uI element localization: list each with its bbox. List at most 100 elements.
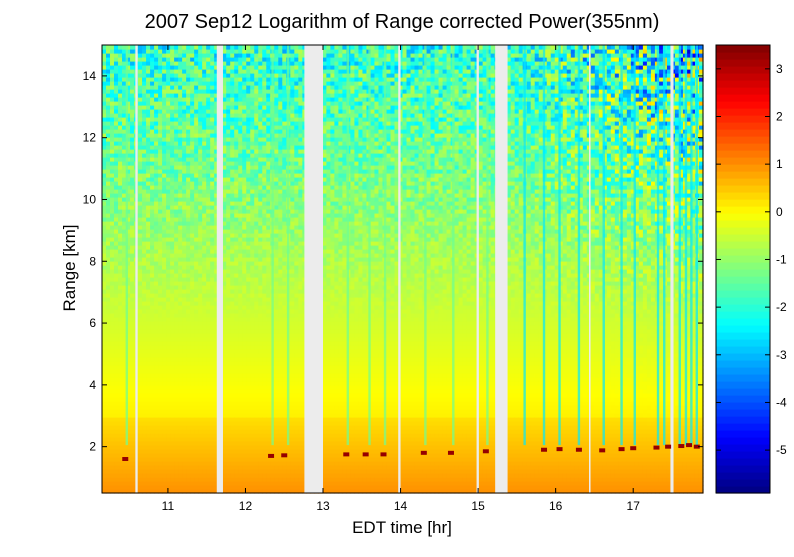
heatmap-cell xyxy=(234,105,239,110)
heatmap-cell xyxy=(250,257,255,262)
heatmap-cell xyxy=(106,397,111,402)
heatmap-cell xyxy=(150,473,155,478)
heatmap-cell xyxy=(202,253,207,258)
heatmap-cell xyxy=(202,97,207,102)
heatmap-cell xyxy=(274,69,279,74)
heatmap-cell xyxy=(198,365,203,370)
heatmap-cell xyxy=(138,149,143,154)
heatmap-cell xyxy=(226,97,231,102)
heatmap-cell xyxy=(238,193,243,198)
heatmap-cell xyxy=(166,309,171,314)
heatmap-cell xyxy=(274,429,279,434)
heatmap-cell xyxy=(254,193,259,198)
heatmap-cell xyxy=(186,173,191,178)
heatmap-cell xyxy=(178,301,183,306)
heatmap-cell xyxy=(158,93,163,98)
heatmap-cell xyxy=(274,273,279,278)
heatmap-cell xyxy=(194,85,199,90)
heatmap-cell xyxy=(138,157,143,162)
heatmap-cell xyxy=(126,373,131,378)
heatmap-cell xyxy=(214,425,219,430)
heatmap-cell xyxy=(126,429,131,434)
heatmap-cell xyxy=(246,425,251,430)
heatmap-cell xyxy=(234,57,239,62)
heatmap-cell xyxy=(230,161,235,166)
heatmap-cell xyxy=(106,129,111,134)
heatmap-cell xyxy=(170,361,175,366)
heatmap-cell xyxy=(258,105,263,110)
heatmap-cell xyxy=(190,281,195,286)
heatmap-cell xyxy=(138,397,143,402)
heatmap-cell xyxy=(114,441,119,446)
heatmap-cell xyxy=(102,157,107,162)
heatmap-cell xyxy=(234,49,239,54)
heatmap-cell xyxy=(170,297,175,302)
heatmap-cell xyxy=(242,101,247,106)
heatmap-cell xyxy=(138,345,143,350)
heatmap-cell xyxy=(198,121,203,126)
heatmap-cell xyxy=(278,409,283,414)
heatmap-cell xyxy=(110,241,115,246)
heatmap-cell xyxy=(206,149,211,154)
heatmap-cell xyxy=(238,297,243,302)
heatmap-cell xyxy=(154,317,159,322)
heatmap-cell xyxy=(166,313,171,318)
heatmap-cell xyxy=(178,141,183,146)
heatmap-cell xyxy=(174,177,179,182)
heatmap-cell xyxy=(126,437,131,442)
heatmap-cell xyxy=(150,209,155,214)
heatmap-cell xyxy=(150,273,155,278)
heatmap-cell xyxy=(206,77,211,82)
heatmap-cell xyxy=(266,237,271,242)
heatmap-cell xyxy=(278,245,283,250)
heatmap-cell xyxy=(274,213,279,218)
heatmap-cell xyxy=(190,445,195,450)
heatmap-cell xyxy=(266,257,271,262)
heatmap-cell xyxy=(190,469,195,474)
heatmap-cell xyxy=(170,421,175,426)
heatmap-cell xyxy=(278,293,283,298)
heatmap-cell xyxy=(106,69,111,74)
heatmap-cell xyxy=(278,389,283,394)
heatmap-cell xyxy=(206,481,211,486)
heatmap-cell xyxy=(274,373,279,378)
heatmap-cell xyxy=(242,121,247,126)
heatmap-cell xyxy=(138,453,143,458)
heatmap-cell xyxy=(254,381,259,386)
heatmap-cell xyxy=(158,177,163,182)
heatmap-cell xyxy=(118,401,123,406)
heatmap-cell xyxy=(210,149,215,154)
heatmap-cell xyxy=(278,297,283,302)
heatmap-cell xyxy=(262,401,267,406)
heatmap-cell xyxy=(238,165,243,170)
heatmap-cell xyxy=(254,157,259,162)
heatmap-cell xyxy=(234,81,239,86)
heatmap-cell xyxy=(142,101,147,106)
heatmap-cell xyxy=(186,109,191,114)
heatmap-cell xyxy=(254,361,259,366)
heatmap-cell xyxy=(174,165,179,170)
heatmap-cell xyxy=(162,353,167,358)
heatmap-cell xyxy=(246,285,251,290)
heatmap-cell xyxy=(210,401,215,406)
heatmap-cell xyxy=(106,481,111,486)
heatmap-cell xyxy=(130,241,135,246)
heatmap-cell xyxy=(170,405,175,410)
heatmap-cell xyxy=(278,249,283,254)
heatmap-cell xyxy=(194,229,199,234)
heatmap-cell xyxy=(270,485,275,490)
heatmap-cell xyxy=(142,237,147,242)
heatmap-cell xyxy=(110,69,115,74)
heatmap-cell xyxy=(162,241,167,246)
heatmap-cell xyxy=(206,285,211,290)
heatmap-cell xyxy=(206,485,211,490)
heatmap-cell xyxy=(158,453,163,458)
heatmap-cell xyxy=(254,413,259,418)
heatmap-cell xyxy=(242,453,247,458)
heatmap-cell xyxy=(206,201,211,206)
heatmap-cell xyxy=(274,177,279,182)
heatmap-cell xyxy=(278,369,283,374)
heatmap-cell xyxy=(274,481,279,486)
heatmap-cell xyxy=(266,229,271,234)
heatmap-cell xyxy=(190,353,195,358)
